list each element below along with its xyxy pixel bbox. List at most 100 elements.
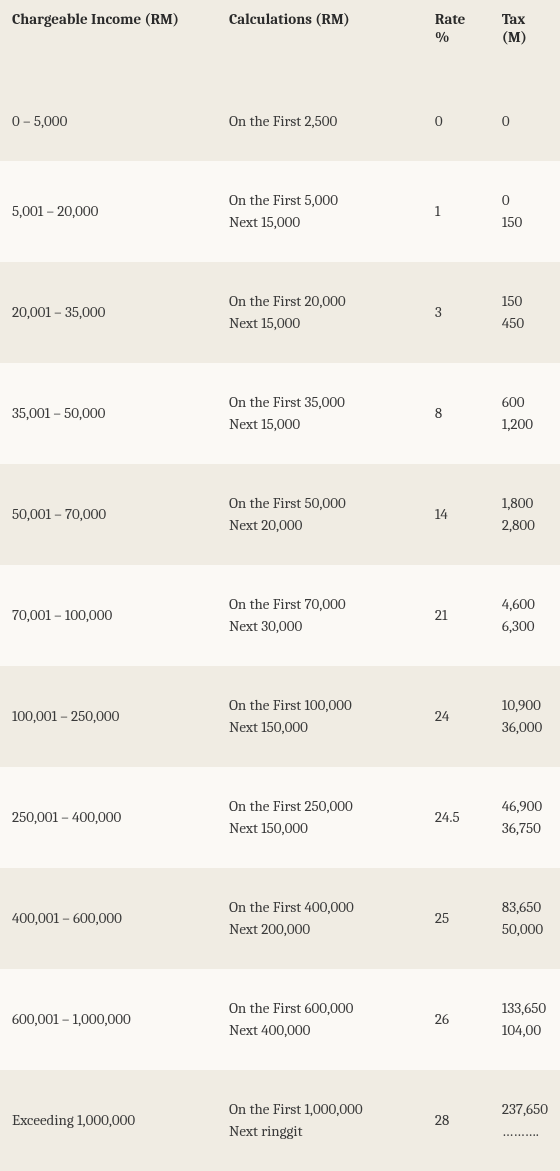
cell-calculations: On the First 5,000Next 15,000 — [217, 161, 423, 262]
cell-rate: 0 — [423, 82, 490, 161]
cell-tax: 10,90036,000 — [490, 666, 560, 767]
cell-rate: 3 — [423, 262, 490, 363]
cell-rate: 24 — [423, 666, 490, 767]
calc-line-2: Next 15,000 — [229, 413, 411, 436]
tax-line-1: 1,800 — [502, 492, 548, 515]
table-row: 5,001 – 20,000On the First 5,000Next 15,… — [0, 161, 560, 262]
calc-line-2: Next 200,000 — [229, 918, 411, 941]
calc-line-1: On the First 70,000 — [229, 593, 411, 616]
tax-line-2: 104,00 — [502, 1019, 548, 1042]
cell-tax: 237,650………. — [490, 1070, 560, 1171]
calc-line-2: Next 20,000 — [229, 514, 411, 537]
cell-rate: 25 — [423, 868, 490, 969]
cell-rate: 24.5 — [423, 767, 490, 868]
table-header-row: Chargeable Income (RM) Calculations (RM)… — [0, 0, 560, 82]
table-row: 400,001 – 600,000On the First 400,000Nex… — [0, 868, 560, 969]
tax-line-1: 0 — [502, 110, 548, 133]
cell-tax: 150450 — [490, 262, 560, 363]
cell-income: 0 – 5,000 — [0, 82, 217, 161]
calc-line-1: On the First 5,000 — [229, 189, 411, 212]
calc-line-1: On the First 20,000 — [229, 290, 411, 313]
cell-tax: 46,90036,750 — [490, 767, 560, 868]
tax-line-1: 150 — [502, 290, 548, 313]
calc-line-1: On the First 50,000 — [229, 492, 411, 515]
cell-rate: 14 — [423, 464, 490, 565]
table-row: 600,001 – 1,000,000On the First 600,000N… — [0, 969, 560, 1070]
col-header-tax: Tax (M) — [490, 0, 560, 82]
calc-line-1: On the First 400,000 — [229, 896, 411, 919]
cell-calculations: On the First 600,000Next 400,000 — [217, 969, 423, 1070]
cell-calculations: On the First 250,000Next 150,000 — [217, 767, 423, 868]
calc-line-2: Next ringgit — [229, 1120, 411, 1143]
tax-line-2: 36,750 — [502, 817, 548, 840]
cell-tax: 0 — [490, 82, 560, 161]
table-row: Exceeding 1,000,000On the First 1,000,00… — [0, 1070, 560, 1171]
col-header-income: Chargeable Income (RM) — [0, 0, 217, 82]
col-header-calculations: Calculations (RM) — [217, 0, 423, 82]
calc-line-1: On the First 100,000 — [229, 694, 411, 717]
table-row: 35,001 – 50,000On the First 35,000Next 1… — [0, 363, 560, 464]
col-header-rate: Rate % — [423, 0, 490, 82]
cell-rate: 1 — [423, 161, 490, 262]
cell-tax: 83,65050,000 — [490, 868, 560, 969]
calc-line-2: Next 150,000 — [229, 817, 411, 840]
tax-line-1: 600 — [502, 391, 548, 414]
calc-line-1: On the First 35,000 — [229, 391, 411, 414]
cell-calculations: On the First 2,500 — [217, 82, 423, 161]
table-row: 100,001 – 250,000On the First 100,000Nex… — [0, 666, 560, 767]
calc-line-2: Next 30,000 — [229, 615, 411, 638]
tax-line-2: 2,800 — [502, 514, 548, 537]
table-row: 70,001 – 100,000On the First 70,000Next … — [0, 565, 560, 666]
table-row: 50,001 – 70,000On the First 50,000Next 2… — [0, 464, 560, 565]
tax-line-1: 0 — [502, 189, 548, 212]
cell-calculations: On the First 100,000Next 150,000 — [217, 666, 423, 767]
tax-line-1: 133,650 — [502, 997, 548, 1020]
cell-calculations: On the First 1,000,000Next ringgit — [217, 1070, 423, 1171]
tax-line-2: 36,000 — [502, 716, 548, 739]
cell-income: 70,001 – 100,000 — [0, 565, 217, 666]
cell-rate: 8 — [423, 363, 490, 464]
calc-line-1: On the First 250,000 — [229, 795, 411, 818]
table-row: 250,001 – 400,000On the First 250,000Nex… — [0, 767, 560, 868]
cell-income: 35,001 – 50,000 — [0, 363, 217, 464]
tax-line-2: 450 — [502, 312, 548, 335]
tax-table: Chargeable Income (RM) Calculations (RM)… — [0, 0, 560, 1171]
cell-calculations: On the First 50,000Next 20,000 — [217, 464, 423, 565]
tax-line-2: 50,000 — [502, 918, 548, 941]
tax-line-1: 237,650 — [502, 1098, 548, 1121]
cell-income: 400,001 – 600,000 — [0, 868, 217, 969]
cell-rate: 21 — [423, 565, 490, 666]
calc-line-1: On the First 600,000 — [229, 997, 411, 1020]
cell-rate: 28 — [423, 1070, 490, 1171]
cell-rate: 26 — [423, 969, 490, 1070]
calc-line-2: Next 15,000 — [229, 211, 411, 234]
tax-line-1: 46,900 — [502, 795, 548, 818]
tax-line-1: 4,600 — [502, 593, 548, 616]
tax-line-1: 10,900 — [502, 694, 548, 717]
cell-tax: 133,650104,00 — [490, 969, 560, 1070]
cell-calculations: On the First 20,000Next 15,000 — [217, 262, 423, 363]
cell-income: 50,001 – 70,000 — [0, 464, 217, 565]
cell-income: 20,001 – 35,000 — [0, 262, 217, 363]
cell-tax: 4,6006,300 — [490, 565, 560, 666]
cell-calculations: On the First 70,000Next 30,000 — [217, 565, 423, 666]
tax-line-2: ………. — [502, 1120, 548, 1143]
cell-income: 250,001 – 400,000 — [0, 767, 217, 868]
table-row: 20,001 – 35,000On the First 20,000Next 1… — [0, 262, 560, 363]
calc-line-2: Next 15,000 — [229, 312, 411, 335]
tax-line-2: 6,300 — [502, 615, 548, 638]
table-row: 0 – 5,000On the First 2,50000 — [0, 82, 560, 161]
cell-income: 100,001 – 250,000 — [0, 666, 217, 767]
cell-income: 5,001 – 20,000 — [0, 161, 217, 262]
cell-tax: 6001,200 — [490, 363, 560, 464]
tax-line-2: 150 — [502, 211, 548, 234]
calc-line-2: Next 400,000 — [229, 1019, 411, 1042]
calc-line-1: On the First 1,000,000 — [229, 1098, 411, 1121]
tax-line-1: 83,650 — [502, 896, 548, 919]
tax-line-2: 1,200 — [502, 413, 548, 436]
calc-line-2: Next 150,000 — [229, 716, 411, 739]
cell-calculations: On the First 35,000Next 15,000 — [217, 363, 423, 464]
cell-tax: 0150 — [490, 161, 560, 262]
cell-income: Exceeding 1,000,000 — [0, 1070, 217, 1171]
cell-calculations: On the First 400,000Next 200,000 — [217, 868, 423, 969]
